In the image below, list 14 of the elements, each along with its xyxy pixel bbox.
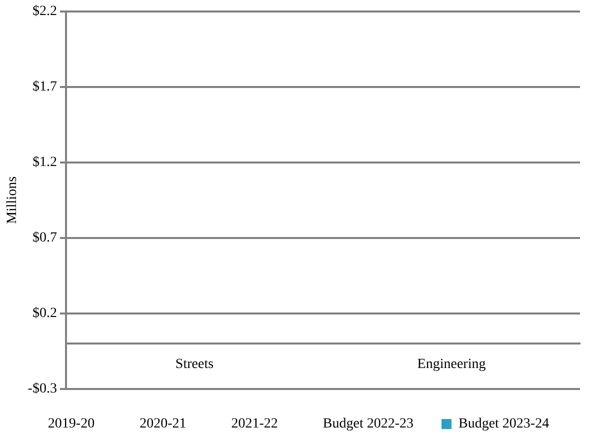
legend-label: Budget 2023-24	[458, 416, 550, 432]
y-tick-label: $2.2	[32, 4, 57, 20]
text: 2021-22	[231, 416, 278, 432]
text: Budget 2022-23	[322, 416, 414, 432]
y-tick-label: $1.7	[32, 80, 57, 95]
y-axis-title: Millions	[5, 176, 20, 224]
x-tick-label: Streets	[175, 356, 214, 372]
text: 2019-20	[48, 416, 95, 432]
y-tick-label: -$0.3	[28, 382, 57, 397]
y-tick-label: $1.2	[32, 155, 57, 170]
text: 2020-21	[140, 416, 186, 432]
x-tick-label: Engineering	[417, 356, 486, 372]
y-tick-label: $0.7	[32, 230, 57, 246]
y-tick-label: $0.2	[32, 306, 57, 322]
